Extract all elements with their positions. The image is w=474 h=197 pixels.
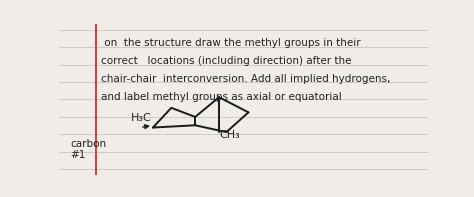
Text: chair-chair  interconversion. Add all implied hydrogens,: chair-chair interconversion. Add all imp… (101, 74, 391, 84)
Text: and label methyl groups as axial or equatorial: and label methyl groups as axial or equa… (101, 92, 342, 102)
Text: correct   locations (including direction) after the: correct locations (including direction) … (101, 56, 352, 66)
Text: carbon
#1: carbon #1 (70, 139, 106, 160)
Text: H₃C: H₃C (131, 113, 152, 123)
Text: CH₃: CH₃ (219, 130, 240, 140)
Text: on  the structure draw the methyl groups in their: on the structure draw the methyl groups … (101, 38, 361, 48)
